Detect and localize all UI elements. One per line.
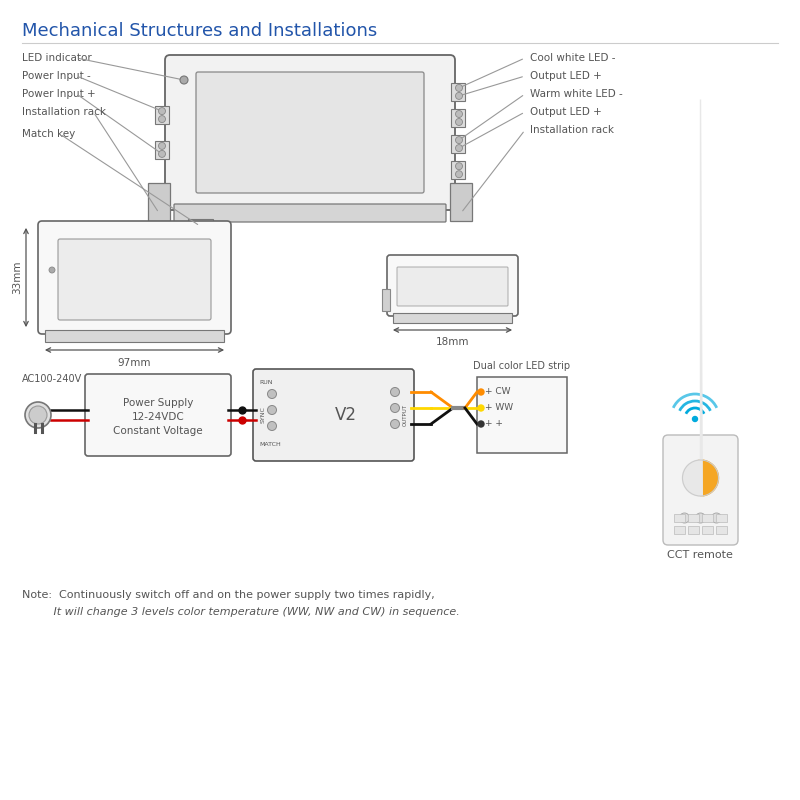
Text: Installation rack: Installation rack — [22, 107, 106, 117]
Text: Output LED +: Output LED + — [530, 71, 602, 81]
Bar — [702, 526, 713, 534]
Circle shape — [158, 108, 166, 114]
Circle shape — [679, 513, 690, 523]
Text: AC100-240V: AC100-240V — [22, 374, 82, 384]
Bar — [674, 526, 685, 534]
Bar — [702, 514, 713, 522]
Circle shape — [478, 389, 484, 395]
Text: + CW: + CW — [485, 387, 510, 397]
Text: Mechanical Structures and Installations: Mechanical Structures and Installations — [22, 22, 378, 40]
Circle shape — [455, 145, 462, 152]
FancyBboxPatch shape — [397, 267, 508, 306]
Bar — [451, 83, 465, 101]
Text: It will change 3 levels color temperature (WW, NW and CW) in sequence.: It will change 3 levels color temperatur… — [22, 607, 460, 617]
Circle shape — [455, 92, 462, 99]
Bar — [477, 377, 567, 453]
Circle shape — [455, 162, 462, 170]
Text: Output LED +: Output LED + — [530, 107, 602, 117]
Text: 18mm: 18mm — [436, 337, 470, 347]
Text: Cool white LED -: Cool white LED - — [530, 53, 615, 63]
Bar — [451, 135, 465, 153]
Text: Installation rack: Installation rack — [530, 125, 614, 135]
Bar — [155, 106, 169, 124]
FancyBboxPatch shape — [165, 55, 455, 210]
Text: 33mm: 33mm — [12, 261, 22, 294]
Text: Power Supply: Power Supply — [123, 398, 193, 408]
FancyBboxPatch shape — [85, 374, 231, 456]
Bar — [716, 526, 727, 534]
Text: MATCH: MATCH — [259, 442, 281, 447]
Text: + +: + + — [485, 419, 503, 429]
Text: RUN: RUN — [259, 380, 273, 385]
Circle shape — [455, 110, 462, 118]
FancyBboxPatch shape — [387, 255, 518, 316]
Circle shape — [390, 419, 399, 429]
Circle shape — [158, 115, 166, 122]
Circle shape — [49, 267, 55, 273]
Text: Match key: Match key — [22, 129, 75, 139]
Bar — [188, 219, 213, 233]
Circle shape — [180, 76, 188, 84]
Circle shape — [267, 390, 277, 398]
Circle shape — [478, 421, 484, 427]
Circle shape — [695, 513, 706, 523]
Circle shape — [455, 170, 462, 178]
Circle shape — [390, 387, 399, 397]
FancyBboxPatch shape — [174, 204, 446, 222]
FancyBboxPatch shape — [663, 435, 738, 545]
Circle shape — [455, 137, 462, 144]
Bar — [688, 514, 699, 522]
Text: Power Input -: Power Input - — [22, 71, 90, 81]
Text: OUTPUT: OUTPUT — [402, 404, 407, 426]
Text: SYNC: SYNC — [261, 406, 266, 423]
FancyBboxPatch shape — [58, 239, 211, 320]
Bar — [716, 514, 727, 522]
Circle shape — [158, 142, 166, 150]
Circle shape — [455, 84, 462, 91]
Text: CCT remote: CCT remote — [667, 550, 733, 560]
Text: V2: V2 — [335, 406, 357, 424]
Circle shape — [29, 406, 47, 424]
Bar — [393, 313, 512, 323]
Text: Note:  Continuously switch off and on the power supply two times rapidly,: Note: Continuously switch off and on the… — [22, 590, 434, 600]
Polygon shape — [682, 99, 702, 496]
Bar — [148, 183, 170, 221]
Circle shape — [711, 513, 722, 523]
Text: 12-24VDC: 12-24VDC — [132, 412, 184, 422]
FancyBboxPatch shape — [253, 369, 414, 461]
Bar — [450, 183, 472, 221]
Circle shape — [693, 417, 698, 422]
Bar — [45, 330, 224, 342]
Bar — [155, 141, 169, 159]
Bar — [688, 526, 699, 534]
Circle shape — [267, 406, 277, 414]
Text: Power Input +: Power Input + — [22, 89, 96, 99]
FancyBboxPatch shape — [38, 221, 231, 334]
Bar — [451, 109, 465, 127]
Bar — [382, 289, 390, 311]
Circle shape — [455, 118, 462, 126]
Circle shape — [478, 405, 484, 411]
Circle shape — [25, 402, 51, 428]
Polygon shape — [698, 460, 718, 496]
Text: Dual color LED strip: Dual color LED strip — [474, 361, 570, 371]
Circle shape — [158, 150, 166, 158]
Bar — [674, 514, 685, 522]
Circle shape — [267, 422, 277, 430]
Text: Warm white LED -: Warm white LED - — [530, 89, 622, 99]
Text: + WW: + WW — [485, 403, 513, 413]
Text: 97mm: 97mm — [118, 358, 151, 368]
Text: LED indicator: LED indicator — [22, 53, 92, 63]
Circle shape — [390, 403, 399, 413]
FancyBboxPatch shape — [196, 72, 424, 193]
Text: Constant Voltage: Constant Voltage — [113, 426, 203, 436]
Bar — [451, 162, 465, 179]
